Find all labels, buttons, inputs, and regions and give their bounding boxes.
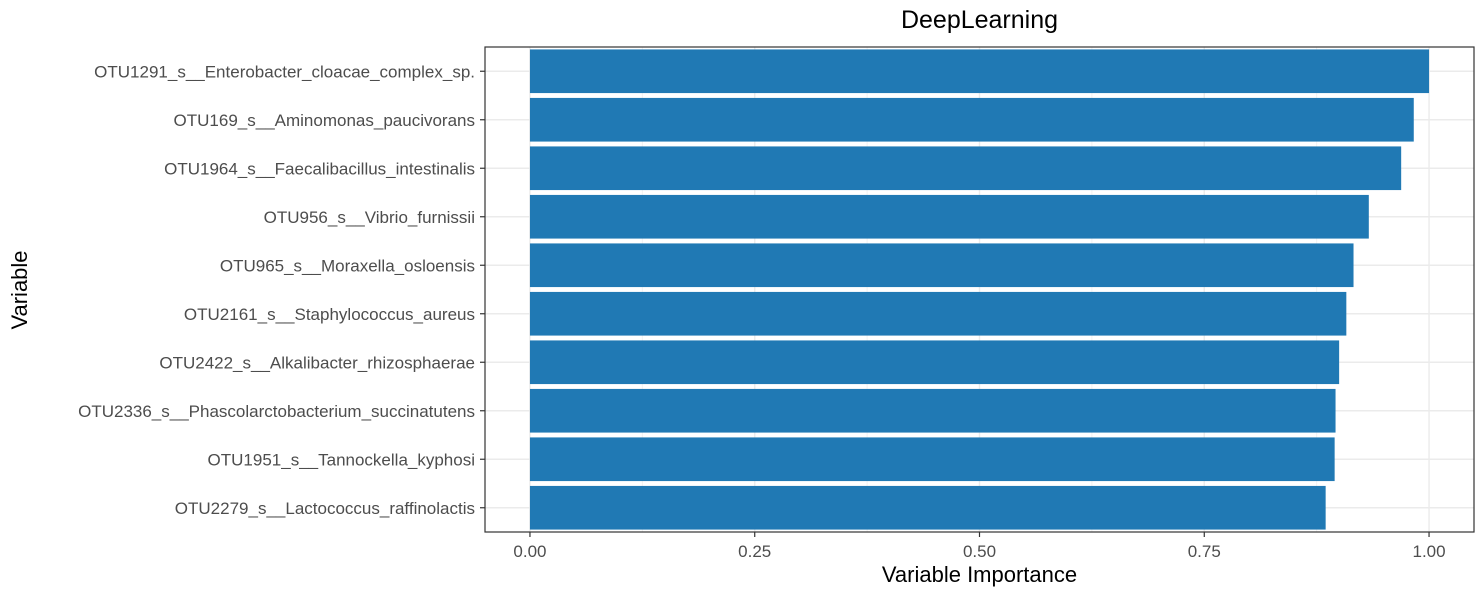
chart-title: DeepLearning — [900, 6, 1059, 34]
y-tick-label: OTU2279_s__Lactococcus_raffinolactis — [175, 499, 475, 518]
y-tick-label: OTU956_s__Vibrio_furnissii — [264, 208, 475, 227]
y-tick-label: OTU169_s__Aminomonas_paucivorans — [174, 111, 475, 130]
x-tick-label: 0.75 — [1188, 542, 1221, 561]
y-tick-label: OTU2336_s__Phascolarctobacterium_succina… — [78, 402, 475, 421]
x-tick-label: 0.50 — [963, 542, 996, 561]
bar — [529, 97, 1414, 142]
y-tick-label: OTU965_s__Moraxella_osloensis — [220, 256, 475, 275]
bar — [529, 291, 1347, 336]
bar — [529, 388, 1336, 433]
x-tick-label: 1.00 — [1412, 542, 1445, 561]
bar — [529, 485, 1326, 530]
bar — [529, 146, 1402, 191]
bar — [529, 437, 1335, 482]
y-tick-label: OTU1291_s__Enterobacter_cloacae_complex_… — [94, 62, 475, 81]
x-tick-label: 0.00 — [513, 542, 546, 561]
y-tick-label: OTU2422_s__Alkalibacter_rhizosphaerae — [159, 353, 475, 372]
y-tick-label: OTU2161_s__Staphylococcus_aureus — [184, 305, 475, 324]
bar — [529, 49, 1430, 94]
x-tick-label: 0.25 — [738, 542, 771, 561]
bar — [529, 194, 1369, 239]
bar — [529, 243, 1354, 288]
y-tick-label: OTU1951_s__Tannockella_kyphosi — [208, 450, 475, 469]
y-tick-label: OTU1964_s__Faecalibacillus_intestinalis — [164, 159, 475, 178]
bar — [529, 340, 1340, 385]
x-axis-title: Variable Importance — [881, 562, 1078, 587]
